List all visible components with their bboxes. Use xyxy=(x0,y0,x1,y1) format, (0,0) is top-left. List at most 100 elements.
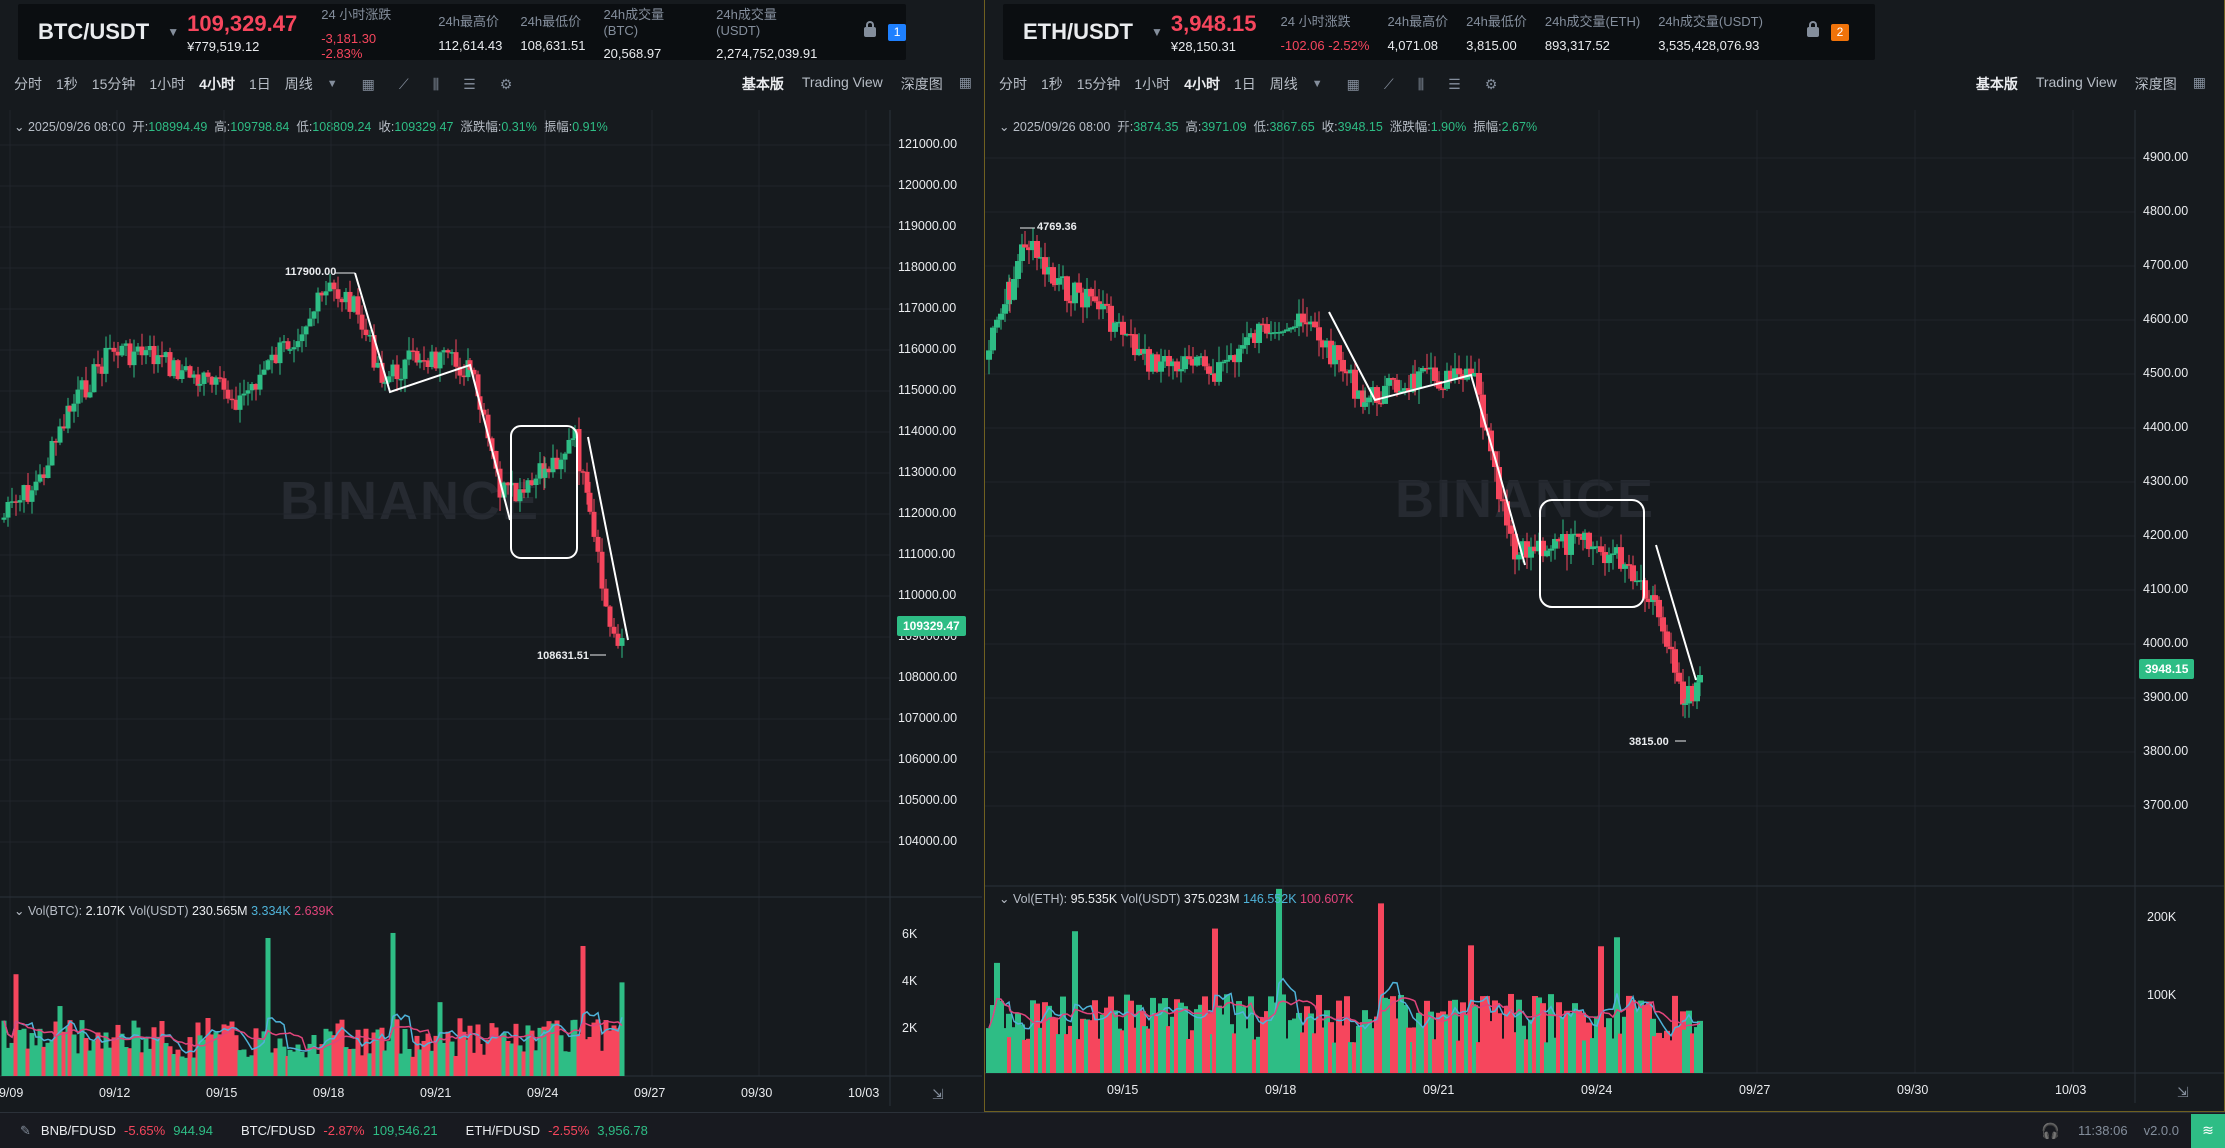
candle-body xyxy=(1630,565,1636,582)
settings-icon[interactable]: ⚙ xyxy=(499,75,513,92)
interval-dropdown-icon[interactable]: ▼ xyxy=(326,78,338,90)
price-tick-label: 120000.00 xyxy=(898,178,958,192)
indicator-icon[interactable]: ⟋ xyxy=(398,75,409,92)
price-tick-label: 105000.00 xyxy=(898,793,958,807)
interval-1h[interactable]: 1小时 xyxy=(1134,76,1171,92)
layout-icon[interactable]: ☰ xyxy=(463,75,476,92)
volume-bar xyxy=(1092,1000,1098,1073)
candle-body xyxy=(315,292,321,312)
interval-dropdown-icon[interactable]: ▼ xyxy=(1311,78,1323,90)
interval-1s[interactable]: 1秒 xyxy=(1041,76,1063,92)
volume-bar xyxy=(607,1030,613,1076)
grid-layout-icon[interactable]: ▦ xyxy=(958,74,972,90)
version-label: v2.0.0 xyxy=(2143,1123,2179,1138)
collapse-icon[interactable]: ⌄ xyxy=(14,120,25,134)
volume-bar xyxy=(1170,1016,1176,1073)
interval-1h[interactable]: 1小时 xyxy=(149,76,186,92)
view-basic[interactable]: 基本版 xyxy=(1975,76,2018,92)
interval-timeline[interactable]: 分时 xyxy=(999,76,1027,92)
volume-bar xyxy=(1068,1025,1074,1073)
btc-stat-vol-base: 24h成交量(BTC) 20,568.97 xyxy=(603,6,665,61)
candle-body xyxy=(1052,283,1058,286)
candle-body xyxy=(437,352,443,369)
interval-1w[interactable]: 周线 xyxy=(1269,76,1298,92)
candle-body xyxy=(1512,533,1518,560)
symbol-dropdown-icon[interactable]: ▼ xyxy=(1151,25,1163,39)
ticker-bnb-symbol[interactable]: BNB/FDUSD xyxy=(40,1123,117,1138)
candle-body xyxy=(175,360,181,379)
symbol-dropdown-icon[interactable]: ▼ xyxy=(167,25,180,39)
eth-candlestick-chart[interactable] xyxy=(985,0,2225,1112)
volume-bar xyxy=(205,1018,211,1076)
volume-bar xyxy=(1618,1033,1624,1073)
eth-symbol[interactable]: ETH/USDT xyxy=(1023,19,1133,44)
view-depth[interactable]: 深度图 xyxy=(900,76,943,92)
ticker-btc-symbol[interactable]: BTC/FDUSD xyxy=(241,1123,316,1138)
volume-bar xyxy=(1232,1033,1238,1073)
volume-bar xyxy=(1378,903,1384,1073)
grid-layout-icon[interactable]: ▦ xyxy=(2192,74,2206,90)
candle-body xyxy=(355,296,361,315)
interval-1d[interactable]: 1日 xyxy=(1233,76,1256,92)
volume-bar xyxy=(1690,1033,1696,1073)
volume-bar xyxy=(572,1019,578,1076)
volume-bar xyxy=(265,938,271,1076)
collapse-icon[interactable]: ⌄ xyxy=(999,120,1010,134)
edit-icon[interactable]: ✎ xyxy=(20,1122,31,1138)
candle-body xyxy=(1202,356,1208,367)
candle-body xyxy=(595,536,601,552)
price-tick-label: 4500.00 xyxy=(2143,366,2189,380)
candle-body xyxy=(1480,394,1486,428)
volume-bar xyxy=(1328,1022,1334,1073)
candle-body xyxy=(183,366,189,371)
interval-15m[interactable]: 15分钟 xyxy=(91,76,136,92)
view-basic[interactable]: 基本版 xyxy=(741,76,784,92)
candle-body xyxy=(550,457,556,473)
lock-icon[interactable] xyxy=(1806,21,1819,37)
settings-icon[interactable]: ⚙ xyxy=(1484,75,1498,92)
candle-body xyxy=(1344,371,1350,374)
volume-bar xyxy=(599,1050,605,1076)
volume-bar xyxy=(471,1052,477,1076)
panel-number-badge: 2 xyxy=(1830,23,1849,41)
layout-icon[interactable]: ☰ xyxy=(1448,75,1461,92)
axis-settings-icon[interactable]: ⇲ xyxy=(932,1086,944,1102)
wifi-icon[interactable]: ≋ xyxy=(2191,1113,2225,1148)
eth-ticker-header: ETH/USDT ▼ 3,948.15 ¥28,150.31 24 小时涨跌 -1… xyxy=(1003,4,1875,60)
time-tick-label: 09/30 xyxy=(741,1086,773,1100)
indicator-icon[interactable]: ⟋ xyxy=(1383,75,1394,92)
candle-body xyxy=(319,292,325,296)
view-depth[interactable]: 深度图 xyxy=(2134,76,2177,92)
btc-symbol[interactable]: BTC/USDT xyxy=(38,19,150,44)
interval-1w[interactable]: 周线 xyxy=(284,76,313,92)
volume-bar xyxy=(1162,998,1168,1073)
btc-price-block: 109,329.47 ¥779,519.12 xyxy=(187,11,297,54)
candle-type-icon[interactable]: ⫼ xyxy=(432,75,440,92)
interval-4h[interactable]: 4小时 xyxy=(199,76,235,92)
volume-bar xyxy=(1060,996,1066,1073)
btc-candlestick-chart[interactable] xyxy=(0,0,982,1112)
candle-body xyxy=(1304,322,1310,325)
volume-bar xyxy=(433,1035,439,1076)
axis-settings-icon[interactable]: ⇲ xyxy=(2177,1084,2189,1100)
view-tradingview[interactable]: Trading View xyxy=(2035,74,2117,90)
view-tradingview[interactable]: Trading View xyxy=(801,74,883,90)
volume-bar xyxy=(1370,1028,1376,1073)
calendar-icon[interactable]: ▦ xyxy=(361,75,375,92)
interval-timeline[interactable]: 分时 xyxy=(14,76,42,92)
candle-body xyxy=(75,389,81,404)
volume-bar xyxy=(253,1028,259,1076)
interval-1d[interactable]: 1日 xyxy=(248,76,271,92)
ticker-eth-symbol[interactable]: ETH/FDUSD xyxy=(465,1123,541,1138)
volume-bar xyxy=(1508,993,1514,1073)
candle-body xyxy=(1220,361,1226,364)
interval-15m[interactable]: 15分钟 xyxy=(1076,76,1121,92)
headset-icon[interactable]: 🎧 xyxy=(2041,1122,2060,1140)
candle-type-icon[interactable]: ⫼ xyxy=(1417,75,1425,92)
lock-icon[interactable] xyxy=(864,21,877,37)
interval-1s[interactable]: 1秒 xyxy=(56,76,78,92)
interval-4h[interactable]: 4小时 xyxy=(1184,76,1220,92)
calendar-icon[interactable]: ▦ xyxy=(1346,75,1360,92)
volume-bar xyxy=(83,1038,89,1076)
price-tick-label: 4100.00 xyxy=(2143,582,2189,596)
